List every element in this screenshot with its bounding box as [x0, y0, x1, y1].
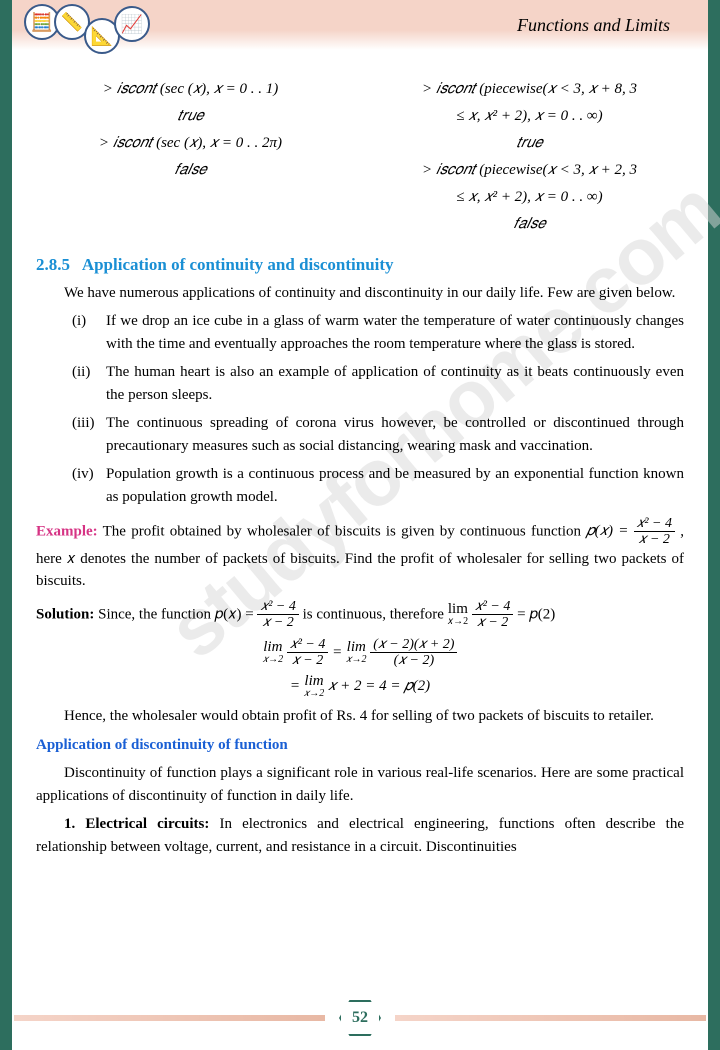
list-marker: (i) — [72, 310, 106, 355]
example-formula: 𝑝(𝑥) = 𝑥² − 4𝑥 − 2 — [586, 523, 675, 539]
code-line: > 𝑖𝑠𝑐𝑜𝑛𝑡 (sec (𝑥), 𝑥 = 0 . . 2π) — [36, 130, 345, 157]
code-line: > 𝑖𝑠𝑐𝑜𝑛𝑡 (piecewise(𝑥 < 3, 𝑥 + 2, 3 — [375, 157, 684, 184]
list-item: (ii) The human heart is also an example … — [72, 361, 684, 406]
chapter-title: Functions and Limits — [517, 12, 670, 39]
code-line: 𝑓𝑎𝑙𝑠𝑒 — [36, 157, 345, 184]
code-line: 𝑡𝑟𝑢𝑒 — [36, 103, 345, 130]
solution-paragraph: Solution: Since, the function 𝑝(𝑥) = 𝑥² … — [36, 599, 684, 631]
section-title: Application of continuity and discontinu… — [82, 255, 394, 274]
section-heading: 2.8.5 Application of continuity and disc… — [36, 252, 684, 278]
equation-line-2: = lim𝑥→2 𝑥 + 2 = 4 = 𝑝(2) — [36, 674, 684, 699]
footer-bar-right — [395, 1015, 706, 1021]
application-list: (i) If we drop an ice cube in a glass of… — [72, 310, 684, 508]
code-line: > 𝑖𝑠𝑐𝑜𝑛𝑡 (sec (𝑥), 𝑥 = 0 . . 1) — [36, 76, 345, 103]
example-text: The profit obtained by wholesaler of bis… — [98, 523, 587, 539]
discontinuity-item-1: 1. Electrical circuits: In electronics a… — [36, 813, 684, 858]
solution-label: Solution: — [36, 606, 94, 622]
list-text: If we drop an ice cube in a glass of war… — [106, 310, 684, 355]
discontinuity-intro: Discontinuity of function plays a signif… — [36, 762, 684, 807]
code-right-column: > 𝑖𝑠𝑐𝑜𝑛𝑡 (piecewise(𝑥 < 3, 𝑥 + 8, 3 ≤ 𝑥,… — [375, 76, 684, 238]
code-line: > 𝑖𝑠𝑐𝑜𝑛𝑡 (piecewise(𝑥 < 3, 𝑥 + 8, 3 — [375, 76, 684, 103]
solution-text: Since, the function 𝑝(𝑥) = — [94, 606, 257, 622]
code-line: ≤ 𝑥, 𝑥² + 2), 𝑥 = 0 . . ∞) — [375, 103, 684, 130]
code-line: 𝑡𝑟𝑢𝑒 — [375, 130, 684, 157]
conclusion-paragraph: Hence, the wholesaler would obtain profi… — [36, 705, 684, 728]
code-examples: > 𝑖𝑠𝑐𝑜𝑛𝑡 (sec (𝑥), 𝑥 = 0 . . 1) 𝑡𝑟𝑢𝑒 > 𝑖… — [36, 76, 684, 238]
page-content: > 𝑖𝑠𝑐𝑜𝑛𝑡 (sec (𝑥), 𝑥 = 0 . . 1) 𝑡𝑟𝑢𝑒 > 𝑖… — [30, 76, 690, 990]
code-line: ≤ 𝑥, 𝑥² + 2), 𝑥 = 0 . . ∞) — [375, 184, 684, 211]
list-item: (iii) The continuous spreading of corona… — [72, 412, 684, 457]
page-header: 🧮 📏 📐 📈 Functions and Limits — [0, 0, 720, 70]
header-icons: 🧮 📏 📐 📈 — [30, 4, 150, 40]
sub-heading: Application of discontinuity of function — [36, 734, 684, 757]
list-text: The continuous spreading of corona virus… — [106, 412, 684, 457]
intro-paragraph: We have numerous applications of continu… — [36, 282, 684, 305]
list-item: (iv) Population growth is a continuous p… — [72, 463, 684, 508]
item-label: 1. Electrical circuits: — [64, 816, 209, 832]
section-number: 2.8.5 — [36, 255, 70, 274]
list-text: Population growth is a continuous proces… — [106, 463, 684, 508]
list-marker: (ii) — [72, 361, 106, 406]
example-paragraph: Example: The profit obtained by wholesal… — [36, 516, 684, 593]
graph-icon: 📈 — [114, 6, 150, 42]
list-marker: (iii) — [72, 412, 106, 457]
page-number: 52 — [339, 1000, 381, 1036]
code-line: 𝑓𝑎𝑙𝑠𝑒 — [375, 211, 684, 238]
page-footer: 52 — [0, 998, 720, 1038]
code-left-column: > 𝑖𝑠𝑐𝑜𝑛𝑡 (sec (𝑥), 𝑥 = 0 . . 1) 𝑡𝑟𝑢𝑒 > 𝑖… — [36, 76, 345, 238]
list-item: (i) If we drop an ice cube in a glass of… — [72, 310, 684, 355]
footer-bar-left — [14, 1015, 325, 1021]
list-text: The human heart is also an example of ap… — [106, 361, 684, 406]
example-label: Example: — [36, 523, 98, 539]
list-marker: (iv) — [72, 463, 106, 508]
equation-line-1: lim𝑥→2 𝑥² − 4𝑥 − 2 = lim𝑥→2 (𝑥 − 2)(𝑥 + … — [36, 637, 684, 669]
